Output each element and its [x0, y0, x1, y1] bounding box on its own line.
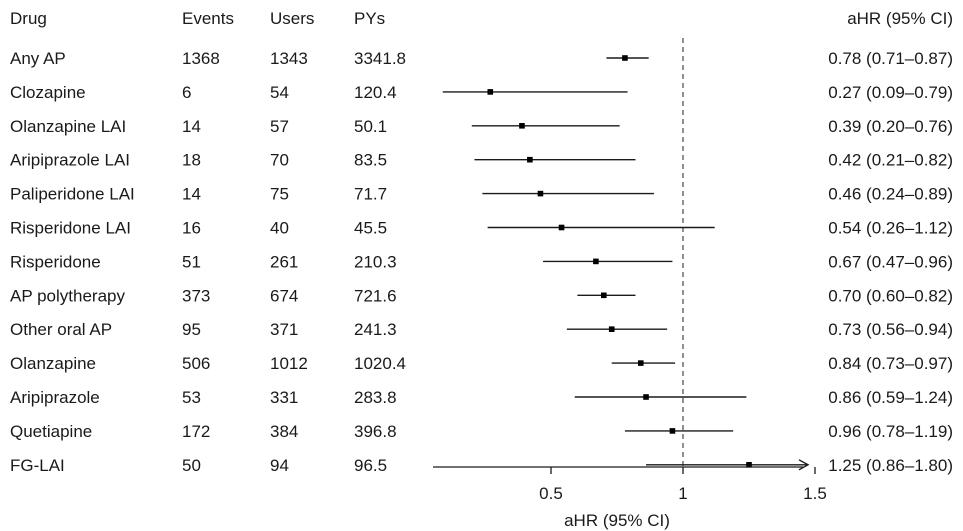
row-events: 53: [182, 388, 201, 407]
row-ahr-text: 0.27 (0.09–0.79): [828, 83, 953, 102]
point-estimate: [637, 360, 644, 366]
row-ahr-text: 0.84 (0.73–0.97): [828, 354, 953, 373]
plot-area: 0.5 1 1.5 aHR (95% CI): [433, 38, 827, 530]
row-users: 331: [270, 388, 298, 407]
row-events: 16: [182, 219, 201, 238]
x-tick-label: 1.5: [803, 484, 827, 503]
row-events: 50: [182, 456, 201, 475]
row-events: 14: [182, 117, 201, 136]
row-drug-label: Olanzapine: [10, 354, 96, 373]
row-ahr-text: 0.78 (0.71–0.87): [828, 49, 953, 68]
row-drug-label: Risperidone: [10, 252, 101, 271]
row-events: 14: [182, 185, 201, 204]
row-drug-label: FG-LAI: [10, 456, 65, 475]
header-drug: Drug: [10, 9, 47, 28]
point-estimate: [537, 190, 544, 197]
row-events: 51: [182, 252, 201, 271]
row-users: 384: [270, 422, 298, 441]
x-tick-label: 0.5: [539, 484, 563, 503]
row-users: 261: [270, 252, 298, 271]
row-pys: 96.5: [354, 456, 387, 475]
row-ahr-text: 0.54 (0.26–1.12): [828, 219, 953, 238]
point-estimate: [669, 428, 676, 434]
point-estimate: [746, 462, 752, 468]
row-pys: 50.1: [354, 117, 387, 136]
x-ticks: 0.5 1 1.5: [539, 467, 827, 503]
row-users: 94: [270, 456, 289, 475]
row-pys: 45.5: [354, 219, 387, 238]
point-estimate: [527, 156, 533, 163]
header-ahr: aHR (95% CI): [847, 9, 953, 28]
row-pys: 3341.8: [354, 49, 406, 68]
row-pys: 241.3: [354, 320, 397, 339]
row-ahr-text: 0.39 (0.20–0.76): [828, 117, 953, 136]
row-users: 40: [270, 219, 289, 238]
row-drug-label: Olanzapine LAI: [10, 117, 126, 136]
row-ahr-text: 0.67 (0.47–0.96): [828, 252, 953, 271]
row-drug-label: Paliperidone LAI: [10, 185, 135, 204]
row-ahr-text: 0.86 (0.59–1.24): [828, 388, 953, 407]
row-ahr-text: 0.70 (0.60–0.82): [828, 286, 953, 305]
row-ahr-text: 0.42 (0.21–0.82): [828, 151, 953, 170]
row-pys: 283.8: [354, 388, 397, 407]
row-ahr-text: 0.46 (0.24–0.89): [828, 185, 953, 204]
row-events: 172: [182, 422, 210, 441]
row-pys: 396.8: [354, 422, 397, 441]
row-events: 18: [182, 151, 201, 170]
ci-marks: [442, 55, 810, 471]
row-events: 6: [182, 83, 191, 102]
row-drug-label: AP polytherapy: [10, 286, 125, 305]
point-estimate: [622, 55, 628, 61]
point-estimate: [558, 224, 565, 231]
row-pys: 83.5: [354, 151, 387, 170]
ci-arrow: [798, 459, 810, 471]
row-ahr-text: 1.25 (0.86–1.80): [828, 456, 953, 475]
row-users: 1012: [270, 354, 308, 373]
row-events: 373: [182, 286, 210, 305]
row-users: 371: [270, 320, 298, 339]
row-events: 1368: [182, 49, 220, 68]
header-events: Events: [182, 9, 234, 28]
row-pys: 120.4: [354, 83, 397, 102]
point-estimate: [487, 89, 494, 95]
row-pys: 71.7: [354, 185, 387, 204]
row-drug-label: Clozapine: [10, 83, 86, 102]
table-rows: Any AP 1368 1343 3341.8 0.78 (0.71–0.87) Cloz…: [10, 49, 953, 475]
row-ahr-text: 0.96 (0.78–1.19): [828, 422, 953, 441]
row-users: 674: [270, 286, 298, 305]
point-estimate: [608, 326, 615, 332]
row-events: 95: [182, 320, 201, 339]
header-pys: PYs: [354, 9, 385, 28]
row-drug-label: Aripiprazole: [10, 388, 100, 407]
row-drug-label: Quetiapine: [10, 422, 92, 441]
row-pys: 721.6: [354, 286, 397, 305]
row-drug-label: Other oral AP: [10, 320, 112, 339]
point-estimate: [593, 258, 599, 265]
point-estimate: [643, 394, 649, 400]
row-pys: 1020.4: [354, 354, 406, 373]
row-users: 57: [270, 117, 289, 136]
row-users: 54: [270, 83, 289, 102]
row-ahr-text: 0.73 (0.56–0.94): [828, 320, 953, 339]
point-estimate: [601, 292, 607, 299]
row-users: 75: [270, 185, 289, 204]
row-drug-label: Any AP: [10, 49, 66, 68]
row-drug-label: Risperidone LAI: [10, 219, 131, 238]
x-axis-label: aHR (95% CI): [564, 511, 670, 530]
row-events: 506: [182, 354, 210, 373]
point-estimate: [519, 123, 525, 129]
row-users: 70: [270, 151, 289, 170]
header-users: Users: [270, 9, 314, 28]
row-drug-label: Aripiprazole LAI: [10, 151, 130, 170]
row-pys: 210.3: [354, 252, 397, 271]
x-tick-label: 1: [678, 484, 687, 503]
header-row: Drug Events Users PYs aHR (95% CI): [10, 9, 953, 28]
row-users: 1343: [270, 49, 308, 68]
